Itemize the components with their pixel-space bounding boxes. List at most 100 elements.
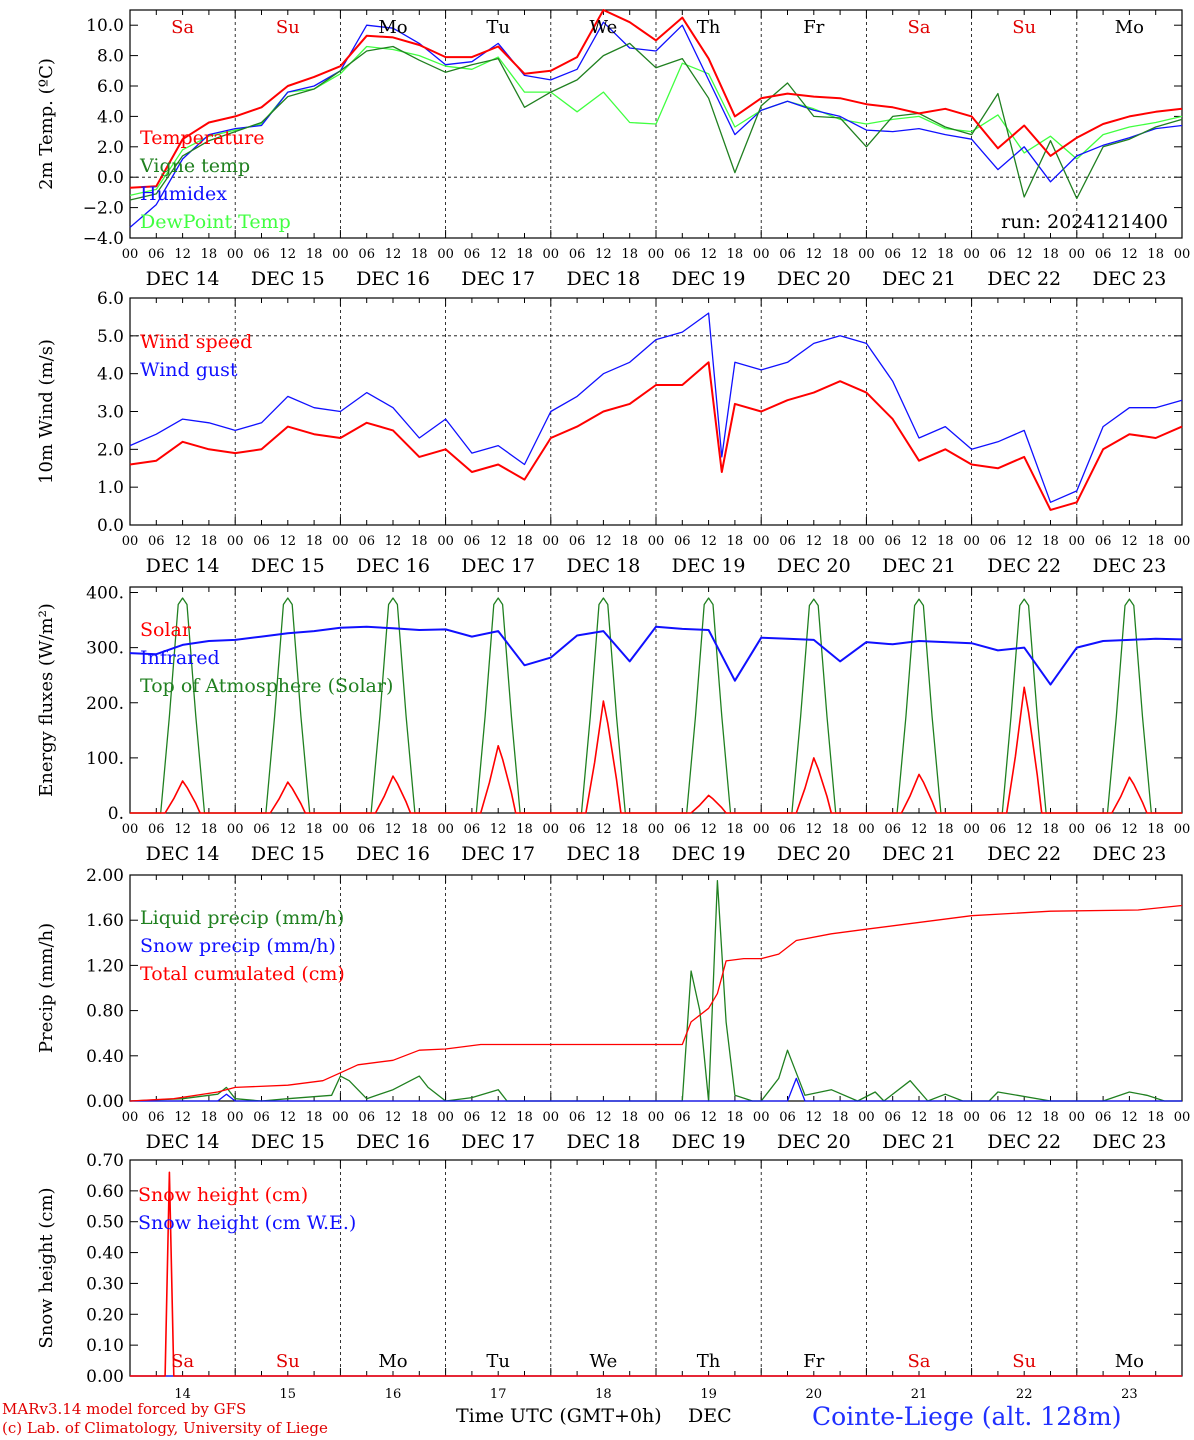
bottom-day-name: Mo bbox=[378, 1351, 407, 1372]
hour-tick-label: 00 bbox=[332, 534, 349, 549]
hour-tick-label: 06 bbox=[253, 1110, 270, 1125]
hour-tick-label: 12 bbox=[490, 247, 507, 262]
y-axis-label: Precip (mm/h) bbox=[36, 923, 57, 1053]
date-label: DEC 22 bbox=[987, 843, 1061, 865]
hour-tick-label: 12 bbox=[806, 822, 823, 837]
hour-tick-label: 00 bbox=[753, 1110, 770, 1125]
legend-entry: Snow height (cm) bbox=[138, 1184, 308, 1206]
y-axis-label: Energy fluxes (W/m²) bbox=[36, 603, 57, 797]
hour-tick-label: 12 bbox=[490, 1110, 507, 1125]
hour-tick-label: 18 bbox=[1147, 247, 1164, 262]
y-tick-label: −2.0 bbox=[83, 199, 124, 219]
hour-tick-label: 00 bbox=[227, 247, 244, 262]
x-axis-label: Time UTC (GMT+0h) bbox=[456, 1405, 662, 1427]
date-label: DEC 15 bbox=[251, 555, 325, 577]
hour-tick-label: 00 bbox=[543, 822, 560, 837]
hour-tick-label: 06 bbox=[674, 534, 691, 549]
bottom-day-name: Su bbox=[276, 1351, 300, 1372]
hour-tick-label: 00 bbox=[1174, 247, 1191, 262]
legend-entry: Total cumulated (cm) bbox=[140, 963, 345, 985]
date-label: DEC 14 bbox=[146, 555, 220, 577]
hour-tick-label: 18 bbox=[937, 534, 954, 549]
hour-tick-label: 06 bbox=[674, 247, 691, 262]
hour-tick-label: 18 bbox=[411, 534, 428, 549]
hour-tick-label: 12 bbox=[1121, 534, 1138, 549]
hour-tick-label: 12 bbox=[911, 534, 928, 549]
hour-tick-label: 12 bbox=[1016, 534, 1033, 549]
hour-tick-label: 00 bbox=[332, 247, 349, 262]
legend-entry: Infrared bbox=[140, 647, 220, 669]
hour-tick-label: 06 bbox=[358, 534, 375, 549]
date-label: DEC 20 bbox=[777, 1131, 851, 1153]
hour-tick-label: 06 bbox=[884, 822, 901, 837]
bottom-date-label: 15 bbox=[280, 1387, 297, 1402]
hour-tick-label: 06 bbox=[253, 822, 270, 837]
y-tick-label: 1.60 bbox=[86, 911, 124, 931]
hour-tick-label: 12 bbox=[280, 822, 297, 837]
hour-tick-label: 12 bbox=[911, 247, 928, 262]
hour-tick-label: 00 bbox=[122, 534, 139, 549]
hour-tick-label: 06 bbox=[148, 1110, 165, 1125]
hour-tick-label: 18 bbox=[621, 534, 638, 549]
model-credit: MARv3.14 model forced by GFS bbox=[2, 1400, 247, 1418]
hour-tick-label: 00 bbox=[648, 1110, 665, 1125]
y-tick-label: 400. bbox=[86, 584, 124, 604]
lab-credit: (c) Lab. of Climatology, University of L… bbox=[2, 1419, 328, 1437]
hour-tick-label: 06 bbox=[990, 534, 1007, 549]
hour-tick-label: 06 bbox=[990, 822, 1007, 837]
date-label: DEC 15 bbox=[251, 1131, 325, 1153]
date-label: DEC 23 bbox=[1092, 1131, 1166, 1153]
hour-tick-label: 06 bbox=[464, 534, 481, 549]
y-tick-label: 0.80 bbox=[86, 1002, 124, 1022]
y-tick-label: 4.0 bbox=[97, 365, 124, 385]
date-label: DEC 23 bbox=[1092, 843, 1166, 865]
bottom-day-name: Mo bbox=[1115, 1351, 1144, 1372]
y-tick-label: 0.10 bbox=[86, 1336, 124, 1356]
hour-tick-label: 18 bbox=[516, 1110, 533, 1125]
y-axis-label: 2m Temp. (ºC) bbox=[36, 58, 57, 190]
hour-tick-label: 00 bbox=[122, 247, 139, 262]
hour-tick-label: 00 bbox=[437, 247, 454, 262]
hour-tick-label: 06 bbox=[358, 247, 375, 262]
hour-tick-label: 12 bbox=[700, 247, 717, 262]
hour-tick-label: 06 bbox=[464, 247, 481, 262]
date-label: DEC 19 bbox=[672, 555, 746, 577]
legend-entry: Humidex bbox=[140, 183, 227, 205]
hour-tick-label: 06 bbox=[779, 534, 796, 549]
y-tick-label: 2.00 bbox=[86, 866, 124, 886]
hour-tick-label: 00 bbox=[858, 1110, 875, 1125]
hour-tick-label: 18 bbox=[411, 822, 428, 837]
bottom-date-label: 16 bbox=[385, 1387, 402, 1402]
legend-entry: Vigne temp bbox=[139, 155, 250, 177]
date-label: DEC 16 bbox=[356, 555, 430, 577]
bottom-date-label: 20 bbox=[806, 1387, 823, 1402]
y-tick-label: 0.00 bbox=[86, 1367, 124, 1387]
legend-entry: Wind speed bbox=[140, 331, 252, 353]
date-label: DEC 18 bbox=[566, 843, 640, 865]
date-label: DEC 17 bbox=[461, 843, 535, 865]
date-label: DEC 16 bbox=[356, 1131, 430, 1153]
hour-tick-label: 18 bbox=[1042, 1110, 1059, 1125]
hour-tick-label: 18 bbox=[306, 1110, 323, 1125]
y-tick-label: 0.30 bbox=[86, 1274, 124, 1294]
y-tick-label: 1.0 bbox=[97, 478, 124, 498]
day-name: We bbox=[590, 17, 618, 38]
hour-tick-label: 06 bbox=[779, 822, 796, 837]
hour-tick-label: 12 bbox=[595, 1110, 612, 1125]
legend-entry: Solar bbox=[140, 619, 192, 641]
legend-entry: DewPoint Temp bbox=[140, 211, 291, 233]
hour-tick-label: 00 bbox=[963, 534, 980, 549]
hour-tick-label: 12 bbox=[174, 247, 191, 262]
hour-tick-label: 06 bbox=[569, 822, 586, 837]
series-line-humidex bbox=[129, 21, 1183, 228]
hour-tick-label: 00 bbox=[543, 247, 560, 262]
hour-tick-label: 12 bbox=[700, 822, 717, 837]
hour-tick-label: 12 bbox=[280, 534, 297, 549]
y-tick-label: 0.0 bbox=[97, 168, 124, 188]
hour-tick-label: 12 bbox=[595, 534, 612, 549]
hour-tick-label: 06 bbox=[569, 1110, 586, 1125]
hour-tick-label: 00 bbox=[648, 822, 665, 837]
date-label: DEC 21 bbox=[882, 555, 956, 577]
hour-tick-label: 00 bbox=[963, 822, 980, 837]
hour-tick-label: 18 bbox=[727, 822, 744, 837]
